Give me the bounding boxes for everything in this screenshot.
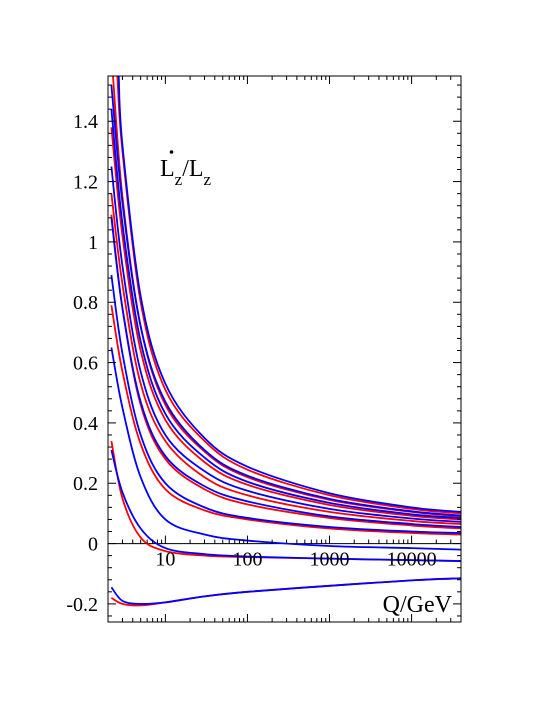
y-quantity-annotation: Lz/Lz: [160, 150, 212, 189]
y-tick-label: 1: [88, 232, 98, 254]
plot-frame: [107, 75, 462, 623]
series-line-2: [110, 577, 461, 605]
series-line-13: [110, 109, 461, 519]
series-line-15: [110, 84, 461, 517]
x-tick-label: 10: [155, 549, 175, 571]
annotation-dot: [169, 150, 174, 154]
series-line-5: [110, 347, 461, 551]
tick-labels: -0.2 0 0.2 0.4 0.6 0.8 1 1.2 1.4 10 100 1000 10000: [66, 111, 436, 616]
series-line-4: [110, 449, 461, 562]
series-line-12: [110, 127, 461, 521]
svg-text:Lz/Lz: Lz/Lz: [160, 156, 212, 189]
y-tick-label: -0.2: [66, 594, 98, 616]
series-line-9: [110, 217, 461, 528]
y-tick-label: 0.6: [73, 353, 98, 375]
y-tick-label: 1.2: [73, 172, 98, 194]
series-line-17: [117, 76, 461, 513]
series-line-16: [116, 76, 461, 515]
x-axis-title: Q/GeV: [383, 592, 453, 618]
series-line-7: [110, 274, 461, 534]
annotation-main: L: [160, 156, 175, 182]
series-line-6: [110, 305, 461, 536]
y-tick-label: 0.4: [73, 413, 98, 435]
y-tick-label: 0.2: [73, 473, 98, 495]
annotation-slash: /L: [182, 156, 203, 182]
series-line-11: [110, 166, 461, 523]
y-tick-label: 0: [88, 534, 98, 556]
annotation-sub: z: [175, 170, 183, 189]
series-line-10: [110, 193, 461, 525]
y-tick-label: 1.4: [73, 111, 98, 133]
ticks-group: [107, 76, 462, 622]
x-tick-label: 100: [232, 549, 262, 571]
annotation-sub2: z: [204, 170, 212, 189]
x-tick-label: 1000: [310, 549, 350, 571]
x-tick-label: 10000: [387, 549, 437, 571]
y-tick-label: 0.8: [73, 292, 98, 314]
series-line-14: [112, 76, 461, 518]
series-group: [110, 76, 461, 607]
